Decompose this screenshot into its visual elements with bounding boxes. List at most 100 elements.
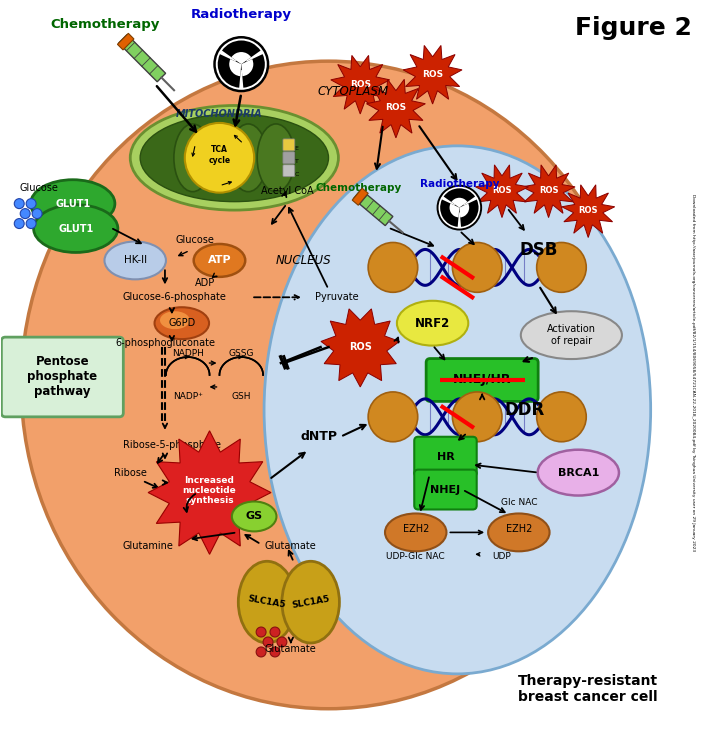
Circle shape bbox=[21, 209, 30, 218]
Polygon shape bbox=[562, 185, 615, 238]
Text: GSSG: GSSG bbox=[228, 349, 254, 358]
FancyBboxPatch shape bbox=[1, 337, 123, 417]
Polygon shape bbox=[321, 309, 399, 387]
Ellipse shape bbox=[488, 513, 549, 551]
Text: Radiotherapy: Radiotherapy bbox=[191, 8, 292, 21]
Text: NHEJ: NHEJ bbox=[430, 484, 461, 495]
Text: HK-II: HK-II bbox=[123, 256, 147, 265]
Wedge shape bbox=[459, 203, 469, 218]
Circle shape bbox=[454, 203, 464, 212]
Circle shape bbox=[215, 37, 268, 91]
Text: UDP: UDP bbox=[493, 552, 511, 561]
Wedge shape bbox=[444, 188, 475, 208]
Text: Glutamate: Glutamate bbox=[265, 542, 317, 551]
Ellipse shape bbox=[385, 513, 447, 551]
Circle shape bbox=[537, 392, 586, 442]
Text: dNTP: dNTP bbox=[300, 431, 337, 443]
Text: Activation
of repair: Activation of repair bbox=[547, 324, 596, 346]
Text: Increased
nucleotide
synthesis: Increased nucleotide synthesis bbox=[183, 475, 236, 505]
Text: DSB: DSB bbox=[520, 241, 558, 259]
Text: Glucose-6-phosphate: Glucose-6-phosphate bbox=[123, 292, 227, 302]
Ellipse shape bbox=[194, 244, 245, 277]
Circle shape bbox=[452, 392, 502, 442]
Text: Chemotherapy: Chemotherapy bbox=[315, 183, 401, 193]
FancyBboxPatch shape bbox=[283, 152, 295, 164]
Circle shape bbox=[256, 627, 266, 637]
Polygon shape bbox=[118, 34, 166, 82]
Circle shape bbox=[185, 123, 254, 193]
Ellipse shape bbox=[33, 205, 118, 253]
Text: Glutamine: Glutamine bbox=[123, 542, 174, 551]
Text: ROS: ROS bbox=[492, 186, 512, 195]
Text: ROS: ROS bbox=[350, 80, 371, 89]
Ellipse shape bbox=[104, 241, 166, 279]
Ellipse shape bbox=[397, 301, 468, 346]
FancyBboxPatch shape bbox=[283, 165, 295, 177]
Text: MITOCHONDRIA: MITOCHONDRIA bbox=[176, 109, 263, 119]
Text: GSH: GSH bbox=[232, 393, 251, 402]
Polygon shape bbox=[118, 34, 134, 50]
Text: G6PD: G6PD bbox=[168, 318, 196, 329]
Text: T: T bbox=[295, 159, 298, 165]
Polygon shape bbox=[331, 55, 390, 114]
Ellipse shape bbox=[521, 311, 622, 359]
Text: E: E bbox=[295, 146, 298, 151]
Text: C: C bbox=[295, 172, 299, 177]
Text: ATP: ATP bbox=[208, 256, 231, 265]
Polygon shape bbox=[148, 431, 271, 554]
Polygon shape bbox=[403, 45, 462, 104]
Wedge shape bbox=[450, 203, 459, 218]
Text: NRF2: NRF2 bbox=[415, 317, 450, 330]
Text: SLC1A5: SLC1A5 bbox=[247, 595, 286, 610]
FancyBboxPatch shape bbox=[414, 469, 476, 510]
Text: EZH2: EZH2 bbox=[506, 524, 532, 534]
Text: Glucose: Glucose bbox=[20, 183, 59, 193]
Polygon shape bbox=[352, 188, 368, 205]
Text: ROS: ROS bbox=[349, 342, 372, 352]
Ellipse shape bbox=[155, 307, 209, 339]
Ellipse shape bbox=[264, 146, 651, 674]
Circle shape bbox=[277, 637, 287, 647]
Wedge shape bbox=[459, 200, 479, 226]
Text: DDR: DDR bbox=[505, 401, 545, 419]
Text: HR: HR bbox=[437, 451, 454, 462]
Ellipse shape bbox=[238, 561, 296, 643]
Text: NHEJ/HR: NHEJ/HR bbox=[453, 373, 511, 387]
Text: NADP⁺: NADP⁺ bbox=[173, 393, 203, 402]
Text: 6-phosphogluconate: 6-phosphogluconate bbox=[115, 338, 215, 348]
Wedge shape bbox=[440, 200, 459, 226]
Polygon shape bbox=[476, 165, 528, 218]
Text: Therapy-resistant
breast cancer cell: Therapy-resistant breast cancer cell bbox=[518, 673, 658, 704]
FancyBboxPatch shape bbox=[283, 139, 295, 150]
Circle shape bbox=[537, 242, 586, 292]
Circle shape bbox=[368, 392, 418, 442]
Ellipse shape bbox=[130, 106, 338, 210]
Text: NUCLEUS: NUCLEUS bbox=[276, 254, 332, 267]
Text: BRCA1: BRCA1 bbox=[557, 468, 599, 478]
Text: ROS: ROS bbox=[539, 186, 558, 195]
Text: EZH2: EZH2 bbox=[403, 524, 429, 534]
Text: GS: GS bbox=[245, 512, 263, 522]
Text: TCA
cycle: TCA cycle bbox=[208, 145, 230, 165]
Circle shape bbox=[14, 218, 24, 229]
Text: ROS: ROS bbox=[386, 104, 406, 112]
Ellipse shape bbox=[232, 501, 277, 531]
Text: Pyruvate: Pyruvate bbox=[315, 292, 358, 302]
Circle shape bbox=[32, 209, 42, 218]
Text: CYTOPLASM: CYTOPLASM bbox=[318, 84, 389, 98]
Text: Chemotherapy: Chemotherapy bbox=[51, 18, 160, 31]
Circle shape bbox=[14, 199, 24, 209]
Ellipse shape bbox=[230, 124, 267, 191]
FancyBboxPatch shape bbox=[426, 358, 538, 402]
Text: Glucose: Glucose bbox=[175, 235, 214, 246]
Text: NADPH: NADPH bbox=[172, 349, 203, 358]
Ellipse shape bbox=[160, 311, 190, 329]
Ellipse shape bbox=[30, 180, 115, 227]
Text: Pentose
phosphate
pathway: Pentose phosphate pathway bbox=[27, 355, 97, 399]
Polygon shape bbox=[353, 189, 393, 226]
Circle shape bbox=[270, 627, 280, 637]
Circle shape bbox=[452, 242, 502, 292]
Text: Ribose: Ribose bbox=[114, 468, 147, 478]
Polygon shape bbox=[367, 79, 425, 138]
Text: ROS: ROS bbox=[422, 69, 443, 79]
